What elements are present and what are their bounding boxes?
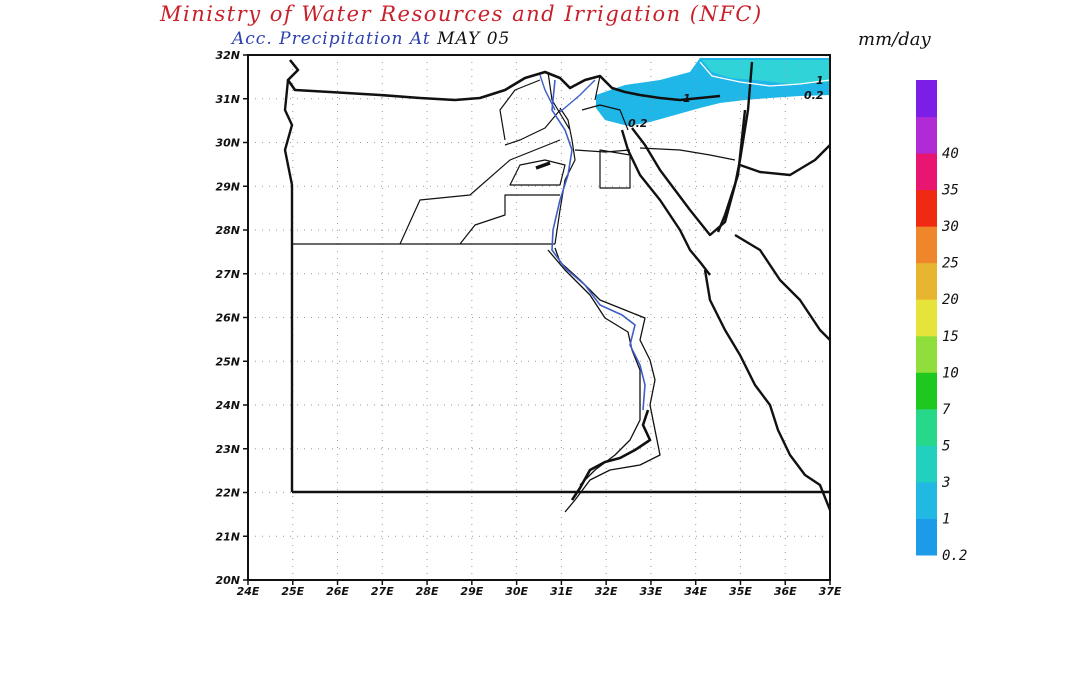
nile-valley xyxy=(554,247,661,513)
lon-tick-label: 29E xyxy=(460,585,483,598)
contour-label-4: 1 xyxy=(683,92,691,105)
colorbar-label: 0.2 xyxy=(942,548,967,564)
contour-line-1 xyxy=(699,61,831,87)
lat-tick-label: 24N xyxy=(215,399,240,412)
lon-tick-label: 30E xyxy=(505,585,528,598)
latitude-axis: 32N 31N 30N 29N 28N 27N 26N 25N 24N 23N 22N 21N 20N xyxy=(215,49,248,587)
lat-tick-label: 26N xyxy=(215,312,240,325)
colorbar-swatch xyxy=(916,226,937,264)
lat-tick-label: 20N xyxy=(215,574,240,587)
map-boundaries xyxy=(283,59,832,513)
chart-title: Ministry of Water Resources and Irrigati… xyxy=(160,2,763,26)
subtitle-at: At xyxy=(409,29,431,49)
nile-river xyxy=(551,79,646,411)
colorbar-swatch xyxy=(916,335,937,373)
subtitle-prefix: Acc. Precipitation xyxy=(232,29,404,49)
contour-label-1: 1 xyxy=(816,74,824,87)
colorbar-swatch xyxy=(916,518,937,556)
lake-qarun xyxy=(535,161,551,170)
colorbar-label: 5 xyxy=(942,438,950,454)
precip-area-light xyxy=(702,60,830,84)
coast-red-sea-east xyxy=(734,233,831,341)
lon-tick-label: 31E xyxy=(550,585,573,598)
precipitation-shading xyxy=(596,58,830,126)
lat-tick-label: 32N xyxy=(215,49,240,62)
lon-tick-label: 35E xyxy=(729,585,752,598)
colorbar-swatch xyxy=(916,445,937,483)
colorbar-label: 15 xyxy=(942,329,959,345)
lake-nasser xyxy=(570,409,652,501)
lat-tick-label: 28N xyxy=(215,224,240,237)
lon-tick-label: 32E xyxy=(595,585,618,598)
colorbar-swatch xyxy=(916,189,937,227)
colorbar-label: 10 xyxy=(942,365,959,381)
lon-tick-label: 27E xyxy=(371,585,394,598)
lon-tick-label: 37E xyxy=(819,585,842,598)
units-label: mm/day xyxy=(858,29,931,50)
nile-valley-east xyxy=(547,249,641,486)
lon-tick-label: 25E xyxy=(281,585,304,598)
contours xyxy=(699,61,831,87)
colorbar-label: 20 xyxy=(942,292,959,308)
lon-tick-label: 36E xyxy=(774,585,797,598)
contour-label-2: 0.2 xyxy=(804,89,824,102)
colorbar-swatch xyxy=(916,262,937,300)
lat-tick-label: 25N xyxy=(215,355,240,368)
lon-tick-label: 24E xyxy=(237,585,260,598)
colorbar-swatch xyxy=(916,408,937,446)
lon-tick-label: 34E xyxy=(684,585,707,598)
colorbar-label: 30 xyxy=(941,219,959,235)
lat-tick-label: 27N xyxy=(215,268,240,281)
contour-label-3: 0.2 xyxy=(628,117,648,130)
colorbar-label: 25 xyxy=(942,256,959,272)
lat-tick-label: 31N xyxy=(215,93,240,106)
colorbar-swatch xyxy=(916,80,937,118)
colorbar-label: 7 xyxy=(942,402,951,418)
lat-tick-label: 21N xyxy=(215,530,240,543)
coast-sinai xyxy=(631,61,754,237)
colorbar-label: 35 xyxy=(941,183,959,199)
coast-arabia xyxy=(739,144,831,177)
lat-tick-label: 29N xyxy=(215,180,240,193)
longitude-axis: 24E 25E 26E 27E 28E 29E 30E 31E 32E 33E 34E 35E 36E 3… xyxy=(237,580,842,598)
lat-tick-label: 30N xyxy=(215,137,240,150)
coast-gulf-suez xyxy=(620,129,711,276)
nile-delta-branch xyxy=(539,74,596,113)
lon-tick-label: 33E xyxy=(640,585,663,598)
colorbar-swatch xyxy=(916,116,937,154)
lat-tick-label: 23N xyxy=(215,443,240,456)
lat-tick-label: 22N xyxy=(215,487,240,500)
lon-tick-label: 26E xyxy=(326,585,349,598)
coastline-mediterranean xyxy=(286,59,721,102)
coast-red-sea xyxy=(703,269,832,511)
border-west xyxy=(283,79,294,492)
colorbar-swatch xyxy=(916,372,937,410)
colorbar-label: 1 xyxy=(942,511,950,527)
governorate-boundaries xyxy=(292,71,736,245)
colorbar-label: 40 xyxy=(942,146,959,162)
coast-gulf-aqaba xyxy=(716,109,747,233)
colorbar-swatch xyxy=(916,299,937,337)
subtitle-date: MAY 05 xyxy=(437,29,511,49)
colorbar-swatch xyxy=(916,153,937,191)
colorbar-label: 3 xyxy=(941,475,950,491)
lon-tick-label: 28E xyxy=(416,585,439,598)
chart-subtitle: Acc. Precipitation At MAY 05 xyxy=(232,29,510,49)
colorbar-swatch xyxy=(916,481,937,519)
